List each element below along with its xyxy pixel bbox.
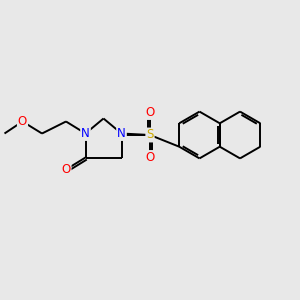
Text: O: O	[146, 106, 154, 119]
Text: O: O	[61, 163, 70, 176]
Text: O: O	[146, 151, 154, 164]
Text: N: N	[81, 127, 90, 140]
Text: O: O	[18, 115, 27, 128]
Text: S: S	[146, 128, 154, 142]
Text: N: N	[117, 127, 126, 140]
